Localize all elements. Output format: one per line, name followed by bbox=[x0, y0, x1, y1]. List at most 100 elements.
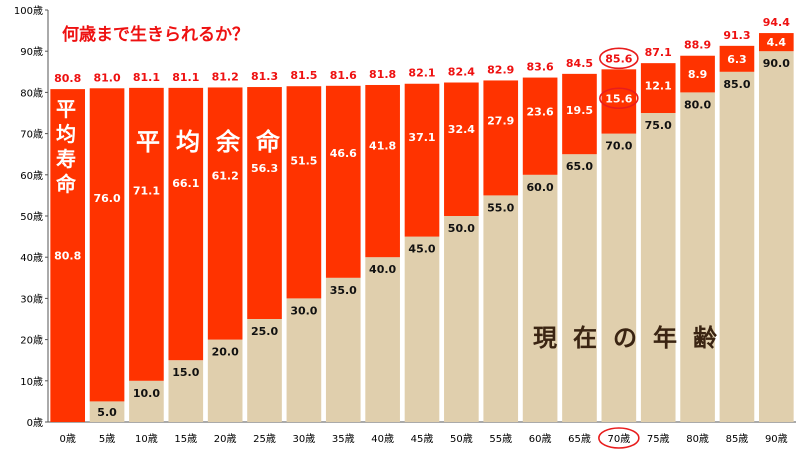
bar-current-age bbox=[758, 51, 794, 422]
x-tick-label: 35歳 bbox=[332, 433, 355, 445]
bar-current-age bbox=[719, 71, 755, 423]
bars: 80.8 80.8 81.0 76.0 5.0 81.1 71.1 10.0 81.1 66.1 1… bbox=[50, 16, 794, 423]
remaining-life-value: 66.1 bbox=[172, 177, 199, 190]
total-label: 83.6 bbox=[527, 61, 554, 74]
highlight-circle-total bbox=[599, 47, 639, 70]
current-age-value: 85.0 bbox=[723, 78, 750, 91]
remaining-life-value: 41.8 bbox=[369, 139, 396, 152]
chart-title: 何歳まで生きられるか？ bbox=[62, 24, 249, 45]
bar-remaining-life bbox=[207, 87, 243, 340]
total-label: 81.8 bbox=[369, 68, 396, 81]
total-label: 84.5 bbox=[566, 57, 593, 70]
total-label: 81.0 bbox=[93, 71, 120, 84]
bar-remaining-life bbox=[404, 83, 440, 237]
bar-current-age bbox=[207, 339, 243, 422]
total-label: 91.3 bbox=[723, 29, 750, 42]
x-tick-label: 50歳 bbox=[450, 433, 473, 445]
x-tick-label: 10歳 bbox=[135, 433, 158, 445]
remaining-life-value: 15.6 bbox=[605, 92, 632, 105]
remaining-life-value: 71.1 bbox=[133, 184, 160, 197]
highlight-circle-category bbox=[598, 427, 640, 449]
bar-remaining-life bbox=[168, 87, 204, 361]
remaining-life-value: 8.9 bbox=[688, 68, 708, 81]
bar-remaining-life bbox=[719, 45, 755, 72]
highlight-circles bbox=[598, 47, 640, 449]
current-age-value: 40.0 bbox=[369, 263, 396, 276]
remaining-life-value: 27.9 bbox=[487, 115, 514, 128]
current-age-value: 10.0 bbox=[133, 387, 160, 400]
bar-remaining-life bbox=[89, 88, 125, 402]
current-age-value: 75.0 bbox=[645, 119, 672, 132]
remaining-life-value: 23.6 bbox=[527, 106, 554, 119]
bar-current-age bbox=[601, 133, 637, 422]
bar-remaining-life bbox=[50, 89, 86, 422]
bar-current-age bbox=[444, 216, 479, 422]
bar-remaining-life bbox=[640, 63, 676, 113]
life-expectancy-vertical-label: 平均寿命 bbox=[56, 97, 77, 196]
x-tick-label: 85歳 bbox=[726, 433, 749, 445]
x-axis-ticks: 0歳 5歳 10歳 15歳 20歳 25歳 30歳 35歳 40歳 45歳 50歳 55歳 60歳 65歳… bbox=[59, 433, 787, 445]
bar-current-age bbox=[325, 277, 361, 422]
remaining-life-value: 76.0 bbox=[93, 192, 120, 205]
current-age-value: 65.0 bbox=[566, 160, 593, 173]
x-tick-label: 65歳 bbox=[568, 433, 591, 445]
remaining-life-value: 46.6 bbox=[330, 147, 357, 160]
bar-current-age bbox=[365, 257, 400, 422]
y-tick-label: 80歳 bbox=[20, 87, 43, 99]
x-tick-label: 40歳 bbox=[371, 433, 394, 445]
x-tick-label: 90歳 bbox=[765, 433, 788, 445]
y-tick-label: 50歳 bbox=[20, 211, 43, 223]
y-tick-label: 70歳 bbox=[20, 129, 43, 141]
bar-current-age bbox=[522, 174, 558, 422]
current-age-value: 70.0 bbox=[605, 140, 632, 153]
remaining-life-value: 4.4 bbox=[767, 36, 787, 49]
total-label: 82.9 bbox=[487, 63, 514, 76]
x-tick-label: 30歳 bbox=[293, 433, 316, 445]
x-tick-label: 20歳 bbox=[214, 433, 237, 445]
y-tick-label: 10歳 bbox=[20, 376, 43, 388]
current-age-value: 60.0 bbox=[527, 181, 554, 194]
bar-remaining-life bbox=[758, 33, 794, 52]
current-age-value: 20.0 bbox=[212, 346, 239, 359]
total-label: 81.1 bbox=[133, 71, 160, 84]
y-tick-label: 20歳 bbox=[20, 335, 43, 347]
current-age-value: 50.0 bbox=[448, 222, 475, 235]
x-tick-label: 80歳 bbox=[686, 433, 709, 445]
current-age-value: 90.0 bbox=[763, 57, 790, 70]
total-label: 81.1 bbox=[172, 71, 199, 84]
remaining-life-value: 19.5 bbox=[566, 104, 593, 117]
current-age-value: 25.0 bbox=[251, 325, 278, 338]
total-label: 81.2 bbox=[212, 70, 239, 83]
remaining-life-value: 12.1 bbox=[645, 80, 672, 93]
total-label: 82.4 bbox=[448, 66, 475, 79]
remaining-life-label: 平均余命 bbox=[136, 128, 281, 156]
total-label: 94.4 bbox=[763, 16, 790, 29]
highlight-circle-remaining bbox=[599, 87, 639, 110]
bar-remaining-life bbox=[247, 87, 282, 319]
current-age-value: 80.0 bbox=[684, 98, 711, 111]
remaining-life-value: 80.8 bbox=[54, 250, 81, 263]
total-label: 88.9 bbox=[684, 39, 711, 52]
bar-current-age bbox=[247, 319, 282, 422]
bar-remaining-life bbox=[129, 87, 164, 381]
bar-remaining-life bbox=[522, 77, 558, 175]
bar-current-age bbox=[129, 380, 164, 422]
current-age-value: 15.0 bbox=[172, 366, 199, 379]
remaining-life-value: 51.5 bbox=[290, 154, 317, 167]
remaining-life-value: 6.3 bbox=[727, 53, 747, 66]
x-tick-label: 55歳 bbox=[489, 433, 512, 445]
bar-current-age bbox=[404, 236, 440, 422]
x-tick-label: 70歳 bbox=[607, 433, 630, 445]
bar-current-age bbox=[286, 298, 322, 422]
bar-current-age bbox=[640, 113, 676, 422]
bar-remaining-life bbox=[286, 86, 322, 299]
bar-remaining-life bbox=[365, 84, 400, 258]
x-tick-label: 75歳 bbox=[647, 433, 670, 445]
x-tick-label: 5歳 bbox=[99, 433, 115, 445]
bar-current-age bbox=[168, 360, 204, 422]
current-age-label: 現在の年齢 bbox=[533, 324, 718, 352]
remaining-life-value: 56.3 bbox=[251, 162, 278, 175]
total-label: 80.8 bbox=[54, 72, 81, 85]
current-age-value: 35.0 bbox=[330, 284, 357, 297]
